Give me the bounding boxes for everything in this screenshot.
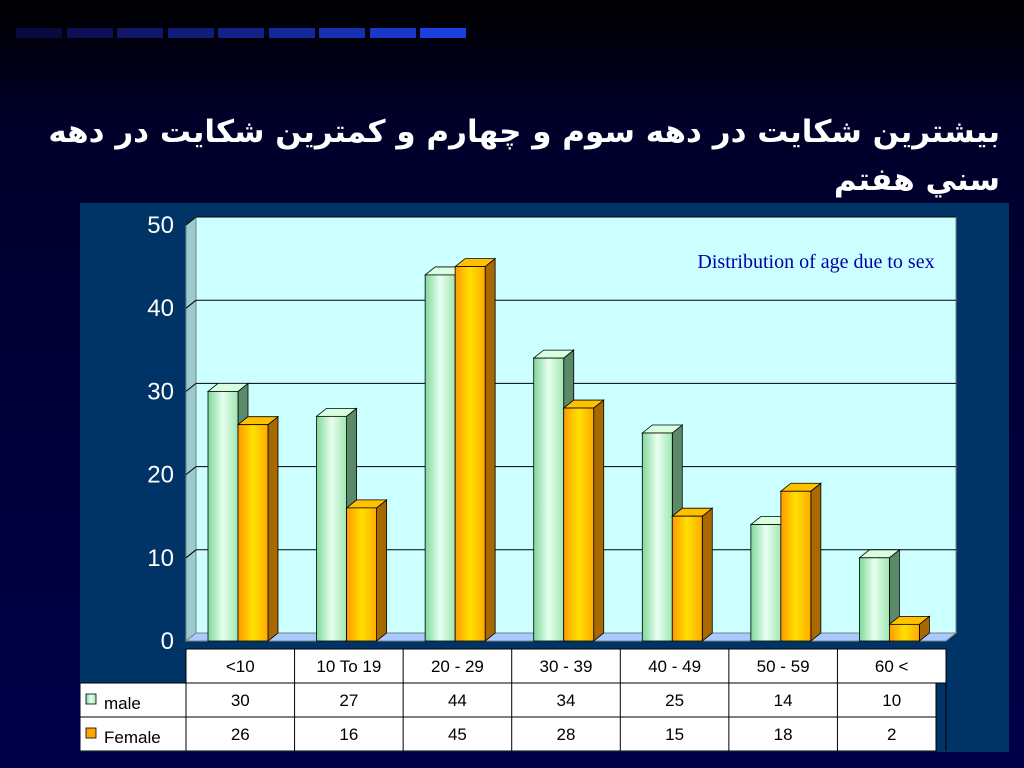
deco-block: [369, 28, 416, 38]
y-tick-label: 20: [147, 462, 174, 489]
y-tick-label: 10: [147, 545, 174, 572]
data-label: 28: [557, 725, 576, 744]
data-label: 25: [665, 691, 684, 710]
y-tick-label: 0: [161, 628, 174, 655]
bar-side-female: [376, 499, 387, 642]
data-label: 44: [448, 691, 467, 710]
bar-female: [780, 490, 812, 642]
legend-label-male: male: [104, 694, 141, 713]
chart-panel: 0 10 20 30 40 50 <10 10 To 19 20 - 29 30 - 39 40 …: [80, 203, 1009, 752]
bar-male: [750, 524, 782, 642]
bar-side-female: [267, 415, 279, 642]
deco-block: [218, 28, 264, 38]
y-tick-label: 40: [147, 295, 174, 322]
data-label: 16: [339, 725, 358, 744]
deco-block: [66, 28, 113, 38]
bar-chart: 0 10 20 30 40 50 <10 10 To 19 20 - 29 30 - 39 40 …: [80, 212, 958, 752]
legend-swatch-female: [85, 727, 97, 739]
bar-male: [533, 357, 565, 642]
bar-female: [671, 515, 703, 642]
gridline-side: [185, 549, 197, 559]
x-tick-label: 60 <: [875, 657, 909, 676]
legend-label-female: Female: [104, 728, 161, 747]
bar-female: [346, 507, 377, 642]
bar-side-female: [810, 482, 822, 642]
x-tick-label: 20 - 29: [431, 657, 484, 676]
chart-title: Distribution of age due to sex: [697, 251, 934, 273]
slide-title: بيشترين شكايت در دهه سوم و چهارم و كمتري…: [48, 114, 1000, 198]
bar-side-female: [484, 257, 496, 642]
bar-female: [454, 266, 486, 642]
gridline-side: [185, 216, 197, 226]
data-label: 26: [231, 725, 250, 744]
bar-female: [563, 407, 595, 642]
data-label: 18: [774, 725, 793, 744]
legend-swatch-male: [85, 693, 97, 705]
deco-block: [16, 28, 62, 38]
data-label: 45: [448, 725, 467, 744]
gridline-side: [185, 466, 197, 475]
deco-block: [319, 28, 365, 38]
bar-male: [207, 390, 239, 642]
table-header-row: [185, 648, 947, 684]
x-tick-label: <10: [226, 657, 255, 676]
data-label: 30: [231, 691, 250, 710]
gridline-side: [185, 383, 197, 392]
deco-block: [117, 28, 163, 38]
y-tick-label: 50: [147, 212, 174, 239]
bar-female: [237, 424, 269, 642]
data-label: 10: [882, 691, 901, 710]
data-label: 34: [557, 691, 576, 710]
bar-male: [641, 432, 673, 642]
data-label: 2: [887, 725, 896, 744]
bar-male: [316, 415, 347, 642]
deco-block: [420, 28, 466, 38]
bar-male: [424, 274, 456, 642]
x-tick-label: 40 - 49: [648, 657, 701, 676]
bar-side-female: [593, 399, 605, 642]
x-tick-label: 50 - 59: [757, 657, 810, 676]
x-tick-label: 10 To 19: [316, 657, 381, 676]
deco-block: [268, 28, 315, 38]
plot-side-wall: [185, 215, 197, 643]
data-label: 14: [774, 691, 793, 710]
x-tick-label: 30 - 39: [540, 657, 593, 676]
data-label: 15: [665, 725, 684, 744]
gridline-side: [185, 299, 197, 309]
bar-female: [889, 623, 920, 642]
bar-male: [859, 557, 890, 642]
bar-side-female: [701, 507, 713, 642]
y-tick-label: 30: [147, 378, 174, 405]
deco-block: [167, 28, 214, 38]
data-label: 27: [339, 691, 358, 710]
